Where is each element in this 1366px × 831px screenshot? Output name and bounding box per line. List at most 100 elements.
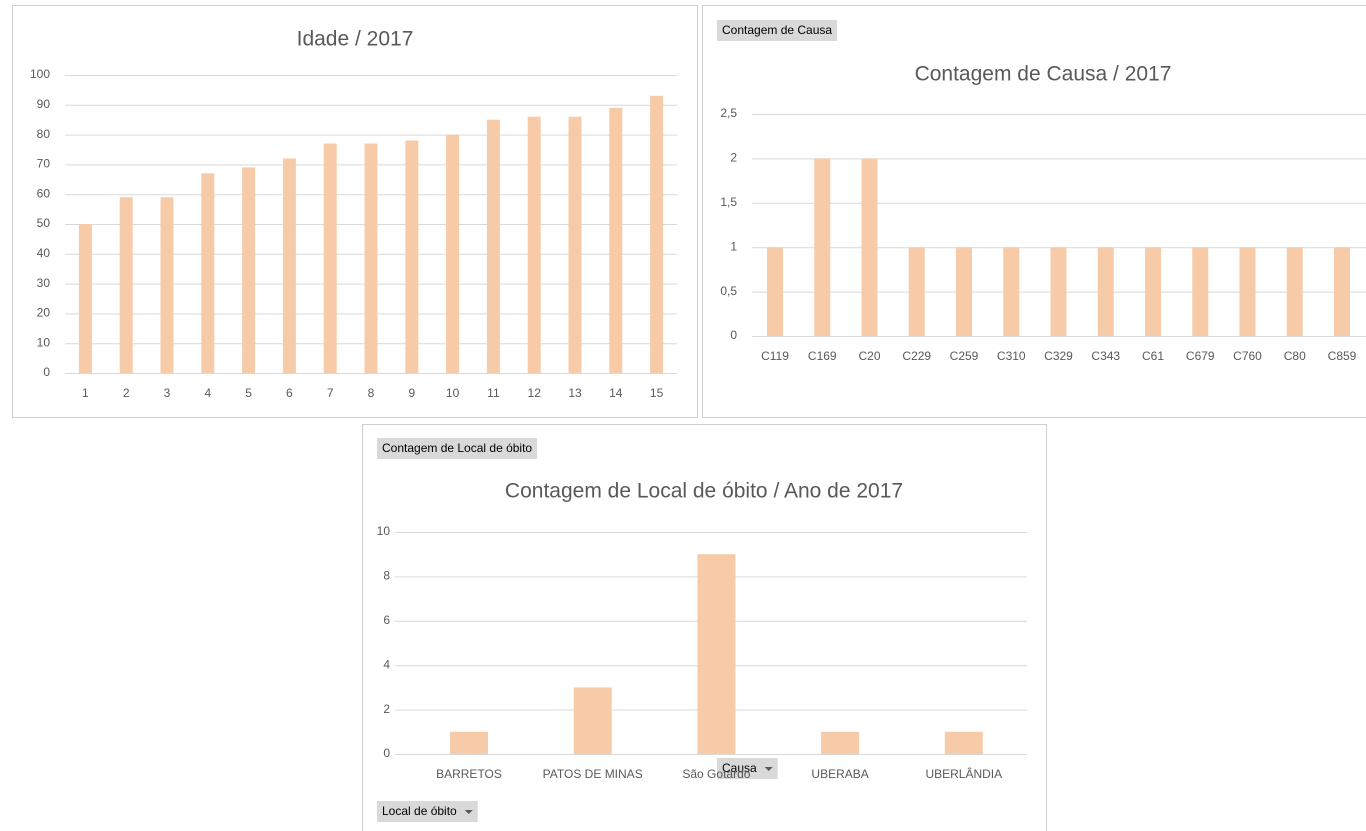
x-tick-label: 12 bbox=[528, 386, 542, 400]
chart-frame bbox=[702, 5, 1366, 418]
y-tick-label: 0 bbox=[730, 328, 737, 342]
x-tick-label: 10 bbox=[446, 386, 460, 400]
bar bbox=[767, 247, 783, 336]
bar bbox=[1239, 247, 1256, 336]
bar bbox=[1097, 247, 1114, 336]
x-tick-label: 15 bbox=[650, 386, 664, 400]
bar bbox=[821, 731, 860, 754]
chart-frame bbox=[12, 5, 698, 418]
bar bbox=[450, 731, 488, 754]
x-tick-label: 2 bbox=[123, 386, 130, 400]
bar bbox=[1003, 247, 1020, 336]
chart-title: Idade / 2017 bbox=[297, 28, 414, 51]
bar bbox=[323, 143, 337, 373]
bar bbox=[446, 134, 460, 373]
bar bbox=[697, 554, 736, 754]
bar bbox=[282, 158, 296, 373]
bar bbox=[486, 119, 500, 373]
chart-title: Contagem de Local de óbito / Ano de 2017 bbox=[505, 480, 903, 503]
x-tick-label: C343 bbox=[1091, 349, 1120, 363]
x-tick-label: C329 bbox=[1044, 349, 1073, 363]
bar bbox=[201, 173, 215, 373]
bar bbox=[78, 224, 92, 373]
x-tick-label: C119 bbox=[761, 349, 789, 363]
bar bbox=[242, 167, 256, 373]
bar bbox=[650, 95, 664, 374]
bar bbox=[1286, 247, 1303, 336]
x-tick-label: 5 bbox=[245, 386, 252, 400]
y-tick-label: 80 bbox=[37, 127, 51, 141]
y-tick-label: 90 bbox=[37, 97, 51, 111]
x-tick-label: 1 bbox=[82, 386, 89, 400]
bar bbox=[609, 107, 623, 373]
field-button[interactable] bbox=[717, 20, 838, 41]
y-tick-label: 0 bbox=[43, 365, 50, 379]
x-tick-label: C80 bbox=[1284, 349, 1306, 363]
bar bbox=[573, 687, 612, 754]
y-tick-label: 30 bbox=[37, 276, 51, 290]
dropdown-arrow bbox=[764, 767, 773, 771]
field-button[interactable] bbox=[717, 758, 778, 779]
x-tick-label: C859 bbox=[1328, 349, 1357, 363]
x-tick-label: C20 bbox=[858, 349, 880, 363]
y-tick-label: 10 bbox=[377, 524, 391, 538]
y-tick-label: 60 bbox=[37, 186, 51, 200]
y-tick-label: 0 bbox=[383, 746, 390, 760]
x-tick-label: 13 bbox=[568, 386, 582, 400]
bar bbox=[814, 158, 831, 336]
x-tick-label: C259 bbox=[950, 349, 979, 363]
x-tick-label: 7 bbox=[327, 386, 334, 400]
y-tick-label: 2 bbox=[730, 151, 737, 165]
y-tick-label: 2 bbox=[383, 702, 390, 716]
x-tick-label: 4 bbox=[204, 386, 211, 400]
x-tick-label: 8 bbox=[368, 386, 375, 400]
bar bbox=[364, 143, 378, 373]
bar bbox=[861, 158, 878, 336]
x-tick-label: C310 bbox=[997, 349, 1026, 363]
y-tick-label: 2,5 bbox=[720, 106, 737, 120]
x-tick-label: BARRETOS bbox=[436, 767, 502, 781]
y-tick-label: 1,5 bbox=[720, 195, 737, 209]
chart-title: Contagem de Causa / 2017 bbox=[915, 63, 1172, 86]
bar bbox=[956, 247, 972, 336]
field-button-label: Local de óbito bbox=[382, 804, 457, 818]
bar bbox=[405, 140, 419, 373]
field-button-label: Contagem de Local de óbito bbox=[382, 441, 532, 455]
bar bbox=[1050, 247, 1067, 336]
y-tick-label: 4 bbox=[383, 657, 390, 671]
y-tick-label: 1 bbox=[730, 239, 737, 253]
field-button[interactable] bbox=[377, 801, 478, 822]
bar bbox=[908, 247, 925, 336]
x-tick-label: C169 bbox=[808, 349, 837, 363]
x-tick-label: 6 bbox=[286, 386, 293, 400]
x-tick-label: C760 bbox=[1233, 349, 1262, 363]
x-tick-label: C61 bbox=[1142, 349, 1164, 363]
y-tick-label: 0,5 bbox=[720, 284, 737, 298]
x-tick-label: 14 bbox=[609, 386, 623, 400]
y-tick-label: 40 bbox=[37, 246, 51, 260]
field-button-label: Contagem de Causa bbox=[722, 23, 832, 37]
x-tick-label: 11 bbox=[487, 386, 500, 400]
bar bbox=[160, 197, 174, 373]
bar bbox=[1192, 247, 1209, 336]
bar bbox=[568, 116, 582, 373]
field-button-label: Causa bbox=[722, 761, 757, 775]
bar bbox=[1145, 247, 1161, 336]
x-tick-label: UBERABA bbox=[811, 767, 868, 781]
bar bbox=[944, 731, 983, 754]
y-tick-label: 8 bbox=[383, 569, 390, 583]
bar bbox=[527, 116, 541, 373]
y-tick-label: 20 bbox=[37, 306, 51, 320]
field-button[interactable] bbox=[377, 438, 538, 459]
y-tick-label: 100 bbox=[30, 67, 50, 81]
x-tick-label: UBERLÂNDIA bbox=[925, 766, 1002, 781]
y-tick-label: 70 bbox=[37, 157, 51, 171]
y-tick-label: 10 bbox=[37, 335, 51, 349]
x-tick-label: 3 bbox=[164, 386, 171, 400]
y-tick-label: 6 bbox=[383, 613, 390, 627]
bar bbox=[119, 197, 133, 373]
dropdown-arrow bbox=[464, 810, 473, 814]
x-tick-label: 9 bbox=[408, 386, 415, 400]
